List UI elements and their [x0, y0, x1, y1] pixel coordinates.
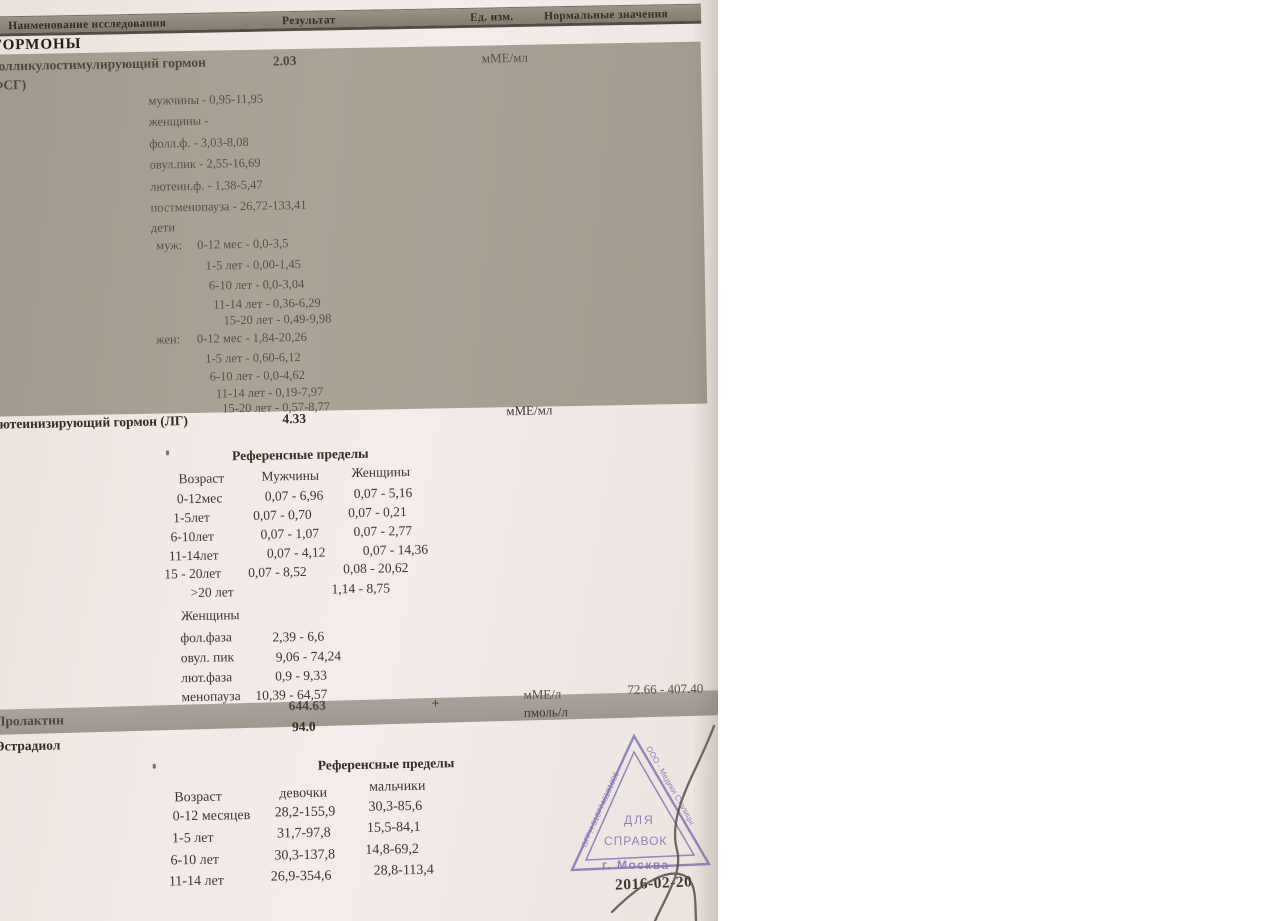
pen-stroke [653, 724, 716, 921]
report-photo: Наименование исследования Результат Ед. … [0, 0, 718, 921]
stamp-outer-triangle [570, 733, 712, 872]
stamp-center-line2: СПРАВОК [604, 834, 667, 848]
stamp-center-line1: ДЛЯ [624, 813, 655, 827]
photo-edge-shadow [692, 0, 718, 921]
pen-stroke [610, 872, 698, 921]
signature-strokes [610, 724, 716, 921]
stamp-city: г. Москва [602, 858, 670, 872]
stamp-inner-triangle [584, 750, 696, 861]
